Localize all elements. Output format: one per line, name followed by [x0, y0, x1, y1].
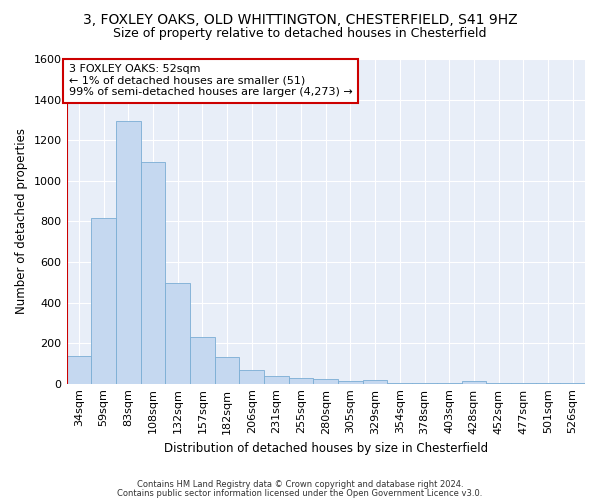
Bar — [264, 376, 289, 384]
Bar — [338, 381, 363, 384]
Bar — [91, 218, 116, 384]
X-axis label: Distribution of detached houses by size in Chesterfield: Distribution of detached houses by size … — [164, 442, 488, 455]
Text: Contains public sector information licensed under the Open Government Licence v3: Contains public sector information licen… — [118, 490, 482, 498]
Y-axis label: Number of detached properties: Number of detached properties — [15, 128, 28, 314]
Bar — [461, 380, 486, 384]
Bar — [412, 382, 437, 384]
Bar — [140, 162, 165, 384]
Bar — [313, 378, 338, 384]
Text: 3, FOXLEY OAKS, OLD WHITTINGTON, CHESTERFIELD, S41 9HZ: 3, FOXLEY OAKS, OLD WHITTINGTON, CHESTER… — [83, 12, 517, 26]
Bar — [239, 370, 264, 384]
Text: Size of property relative to detached houses in Chesterfield: Size of property relative to detached ho… — [113, 28, 487, 40]
Bar — [190, 337, 215, 384]
Bar — [289, 378, 313, 384]
Text: 3 FOXLEY OAKS: 52sqm
← 1% of detached houses are smaller (51)
99% of semi-detach: 3 FOXLEY OAKS: 52sqm ← 1% of detached ho… — [69, 64, 353, 98]
Bar — [165, 283, 190, 384]
Bar — [388, 382, 412, 384]
Text: Contains HM Land Registry data © Crown copyright and database right 2024.: Contains HM Land Registry data © Crown c… — [137, 480, 463, 489]
Bar — [363, 380, 388, 384]
Bar — [215, 358, 239, 384]
Bar — [116, 121, 140, 384]
Bar — [67, 356, 91, 384]
